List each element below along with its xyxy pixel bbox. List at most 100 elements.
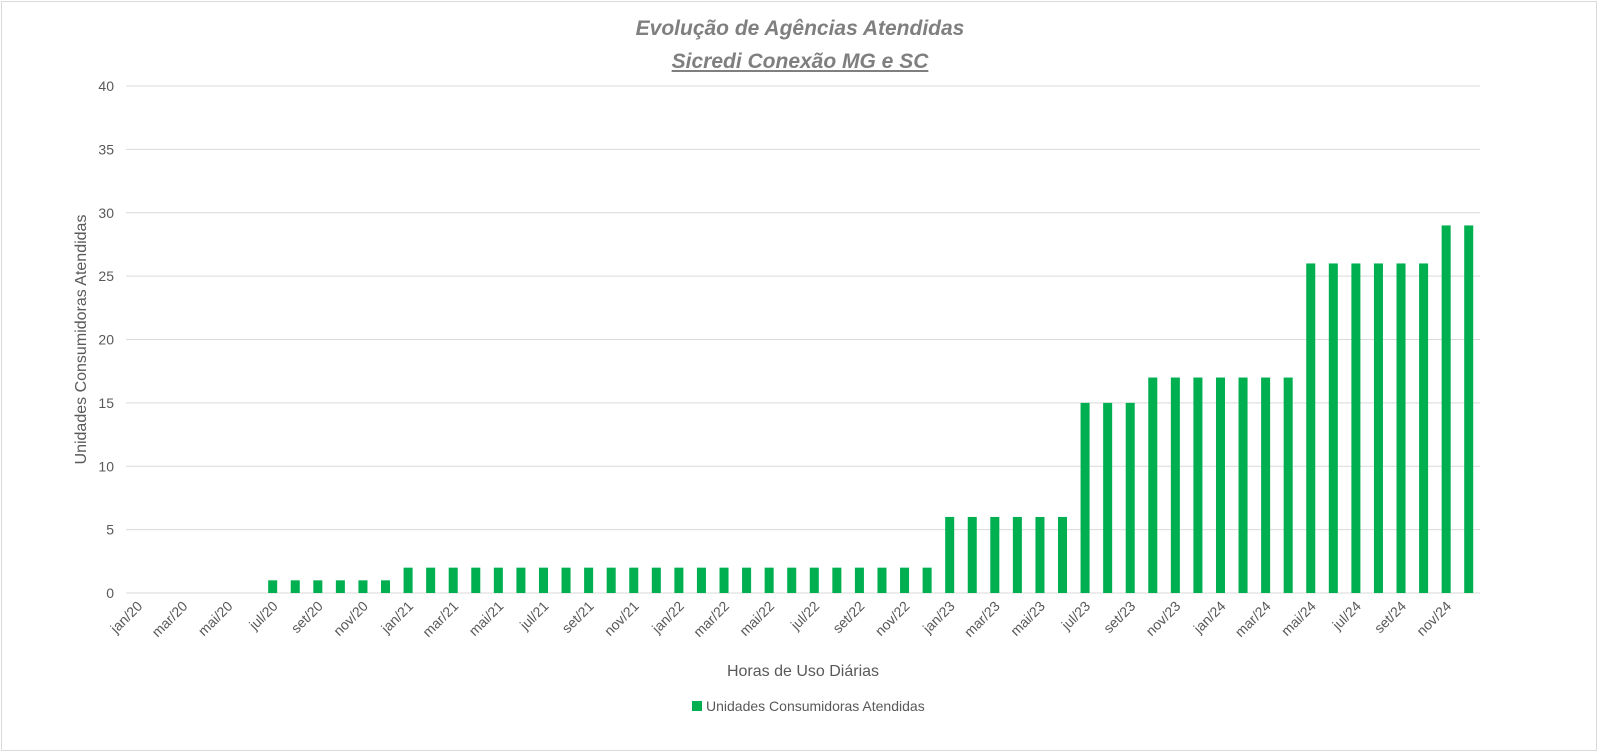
bar bbox=[1012, 516, 1022, 593]
bar bbox=[448, 567, 458, 593]
x-tick-label: nov/23 bbox=[1142, 598, 1183, 639]
bar bbox=[538, 567, 548, 593]
bar bbox=[1103, 402, 1113, 593]
bar bbox=[584, 567, 594, 593]
bar bbox=[1261, 377, 1271, 593]
x-tick-label: mar/22 bbox=[690, 598, 732, 640]
x-tick-label: nov/21 bbox=[601, 598, 642, 639]
bar bbox=[629, 567, 639, 593]
bar bbox=[561, 567, 571, 593]
x-tick-label: jul/21 bbox=[516, 598, 552, 634]
x-tick-label: jan/21 bbox=[377, 598, 416, 637]
x-tick-label: nov/22 bbox=[872, 598, 913, 639]
x-tick-label: set/21 bbox=[558, 598, 596, 636]
bars bbox=[268, 225, 1474, 594]
x-tick-label: jul/20 bbox=[245, 598, 281, 634]
bar bbox=[471, 567, 481, 593]
bar bbox=[674, 567, 684, 593]
bar bbox=[1058, 516, 1068, 593]
bar bbox=[1215, 377, 1225, 593]
bar bbox=[1125, 402, 1135, 593]
bar bbox=[764, 567, 774, 593]
bar bbox=[1351, 263, 1361, 593]
bar bbox=[877, 567, 887, 593]
legend: Unidades Consumidoras Atendidas bbox=[692, 698, 925, 714]
bar bbox=[516, 567, 526, 593]
x-tick-label: mai/20 bbox=[195, 598, 236, 639]
x-tick-label: mar/20 bbox=[148, 598, 190, 640]
bar bbox=[290, 580, 300, 593]
x-tick-label: set/24 bbox=[1371, 598, 1409, 636]
bar bbox=[1441, 225, 1451, 594]
bar bbox=[493, 567, 503, 593]
bar bbox=[335, 580, 345, 593]
y-tick-label: 0 bbox=[106, 585, 114, 601]
y-tick-label: 30 bbox=[98, 205, 114, 221]
x-tick-label: mar/24 bbox=[1232, 598, 1274, 640]
bar bbox=[403, 567, 413, 593]
bar bbox=[1148, 377, 1158, 593]
y-axis-title: Unidades Consumidoras Atendidas bbox=[73, 215, 90, 465]
bar bbox=[1306, 263, 1316, 593]
x-tick-label: mai/23 bbox=[1007, 598, 1048, 639]
x-tick-label: mar/23 bbox=[961, 598, 1003, 640]
y-tick-label: 25 bbox=[98, 268, 114, 284]
bar bbox=[1283, 377, 1293, 593]
bar bbox=[358, 580, 368, 593]
bar bbox=[1328, 263, 1338, 593]
bar bbox=[313, 580, 323, 593]
x-tick-label: nov/20 bbox=[330, 598, 371, 639]
bar bbox=[426, 567, 436, 593]
legend-swatch bbox=[692, 701, 702, 711]
bar bbox=[990, 516, 1000, 593]
x-tick-label: jan/24 bbox=[1190, 598, 1229, 637]
x-tick-label: nov/24 bbox=[1413, 598, 1454, 639]
bar bbox=[696, 567, 706, 593]
bar bbox=[268, 580, 278, 593]
x-tick-label: jan/20 bbox=[106, 598, 145, 637]
x-tick-label: jul/24 bbox=[1328, 598, 1364, 634]
bar bbox=[787, 567, 797, 593]
y-tick-label: 10 bbox=[98, 458, 114, 474]
y-tick-label: 35 bbox=[98, 141, 114, 157]
bar bbox=[832, 567, 842, 593]
x-tick-label: set/20 bbox=[288, 598, 326, 636]
bar bbox=[719, 567, 729, 593]
bar bbox=[1193, 377, 1203, 593]
bar bbox=[742, 567, 752, 593]
bar bbox=[606, 567, 616, 593]
chart-subtitle: Sicredi Conexão MG e SC bbox=[671, 50, 929, 73]
bar bbox=[809, 567, 819, 593]
bar bbox=[1035, 516, 1045, 593]
bar bbox=[1396, 263, 1406, 593]
bar bbox=[1238, 377, 1248, 593]
x-tick-label: jan/22 bbox=[648, 598, 687, 637]
x-tick-label: set/23 bbox=[1100, 598, 1138, 636]
y-tick-label: 20 bbox=[98, 332, 114, 348]
legend-label: Unidades Consumidoras Atendidas bbox=[706, 698, 925, 714]
x-axis-title: Horas de Uso Diárias bbox=[727, 663, 879, 680]
bar bbox=[381, 580, 391, 593]
bar bbox=[1170, 377, 1180, 593]
x-tick-label: mai/21 bbox=[465, 598, 506, 639]
x-tick-label: jul/22 bbox=[787, 598, 823, 634]
y-tick-labels: 0 5 10 15 20 25 30 35 40 bbox=[98, 78, 114, 601]
bar bbox=[651, 567, 661, 593]
bar bbox=[1419, 263, 1429, 593]
x-tick-label: mar/21 bbox=[419, 598, 461, 640]
y-tick-label: 15 bbox=[98, 395, 114, 411]
bar bbox=[1373, 263, 1383, 593]
x-tick-label: mai/22 bbox=[736, 598, 777, 639]
y-tick-label: 40 bbox=[98, 78, 114, 94]
x-tick-label: mai/24 bbox=[1278, 598, 1319, 639]
x-tick-label: set/22 bbox=[829, 598, 867, 636]
bar bbox=[854, 567, 864, 593]
x-tick-label: jul/23 bbox=[1058, 598, 1094, 634]
bar bbox=[922, 567, 932, 593]
x-tick-label: jan/23 bbox=[919, 598, 958, 637]
gridlines bbox=[126, 85, 1480, 594]
bar bbox=[1464, 225, 1474, 594]
y-tick-label: 5 bbox=[106, 522, 114, 538]
bar bbox=[900, 567, 910, 593]
